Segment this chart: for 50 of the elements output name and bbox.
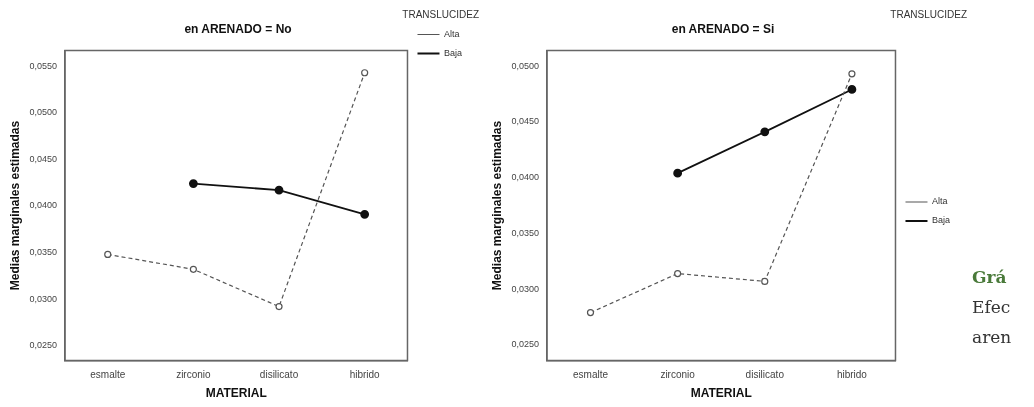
y-tick-label: 0,0350 xyxy=(511,227,539,238)
point xyxy=(760,127,770,137)
point xyxy=(847,85,857,94)
y-tick-label: 0,0250 xyxy=(29,340,57,351)
x-tick-label: esmalte xyxy=(572,369,609,381)
point xyxy=(673,168,683,178)
legend-label: Alta xyxy=(443,28,460,39)
x-tick-label: hibrido xyxy=(836,369,868,381)
legend-title: TRANSLUCIDEZ xyxy=(402,8,480,20)
point xyxy=(104,250,112,258)
x-tick-label: esmalte xyxy=(90,369,126,381)
y-axis-title: Medias marginales estimadas xyxy=(489,120,504,291)
y-tick-label: 0,0350 xyxy=(29,247,57,258)
y-tick-label: 0,0400 xyxy=(29,200,57,211)
legend-label: Baja xyxy=(443,47,462,58)
y-tick-label: 0,0550 xyxy=(29,60,57,71)
point xyxy=(360,209,370,219)
point xyxy=(848,70,856,78)
text: Grá xyxy=(972,266,1008,289)
text: Efec xyxy=(972,296,1012,319)
point xyxy=(586,309,595,317)
chart-title: en ARENADO = Si xyxy=(671,21,775,36)
x-tick-label: disilicato xyxy=(745,369,785,381)
x-tick-label: zirconio xyxy=(660,369,696,381)
legend-label: Baja xyxy=(931,215,950,226)
x-axis-title: MATERIAL xyxy=(690,386,752,401)
point xyxy=(275,302,283,311)
point xyxy=(674,269,682,278)
y-axis-title: Medias marginales estimadas xyxy=(7,120,22,291)
y-tick-label: 0,0400 xyxy=(511,172,539,183)
point xyxy=(274,185,284,195)
point xyxy=(761,277,769,285)
x-tick-label: hibrido xyxy=(349,369,381,381)
point xyxy=(188,179,198,189)
y-tick-label: 0,0450 xyxy=(511,116,539,127)
chart-title: en ARENADO = No xyxy=(184,21,292,36)
text: aren xyxy=(972,326,1012,349)
point xyxy=(361,69,369,77)
x-tick-label: disilicato xyxy=(259,369,299,381)
x-tick-label: zirconio xyxy=(176,369,212,381)
y-tick-label: 0,0500 xyxy=(511,60,539,71)
legend-label: Alta xyxy=(931,196,948,207)
x-axis-title: MATERIAL xyxy=(205,386,267,401)
y-tick-label: 0,0500 xyxy=(29,107,57,118)
point xyxy=(189,265,197,273)
y-tick-label: 0,0250 xyxy=(511,339,539,350)
legend-title: TRANSLUCIDEZ xyxy=(890,8,968,20)
y-tick-label: 0,0300 xyxy=(511,283,539,294)
y-tick-label: 0,0450 xyxy=(29,153,57,164)
y-tick-label: 0,0300 xyxy=(29,293,57,304)
